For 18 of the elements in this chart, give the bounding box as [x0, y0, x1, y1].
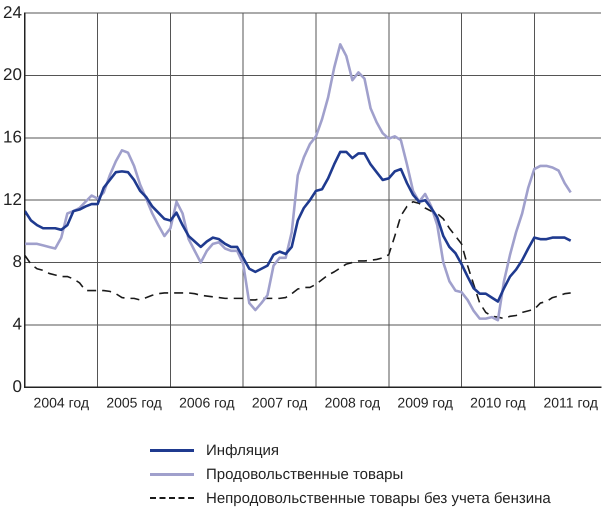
x-tick-label: 2004 год	[34, 394, 90, 410]
x-tick-label: 2006 год	[179, 394, 235, 410]
y-tick-label: 20	[2, 65, 22, 84]
y-tick-label: 4	[12, 314, 22, 334]
legend-label: Инфляция	[206, 442, 280, 458]
x-tick-label: 2008 год	[324, 394, 380, 410]
legend-label: Продовольственные товары	[206, 466, 404, 482]
y-tick-label: 24	[2, 2, 22, 22]
legend-label: Непродовольственные товары без учета бензина	[206, 490, 551, 506]
y-tick-label: 8	[12, 252, 22, 272]
y-tick-label: 16	[2, 128, 22, 147]
x-tick-label: 2010 год	[470, 394, 526, 410]
x-tick-label: 2009 год	[397, 394, 453, 410]
y-tick-label: 12	[2, 190, 22, 209]
x-tick-label: 2011 год	[543, 394, 598, 410]
y-tick-label: 0	[12, 376, 22, 396]
x-tick-label: 2007 год	[252, 394, 308, 410]
x-tick-label: 2005 год	[106, 394, 162, 410]
